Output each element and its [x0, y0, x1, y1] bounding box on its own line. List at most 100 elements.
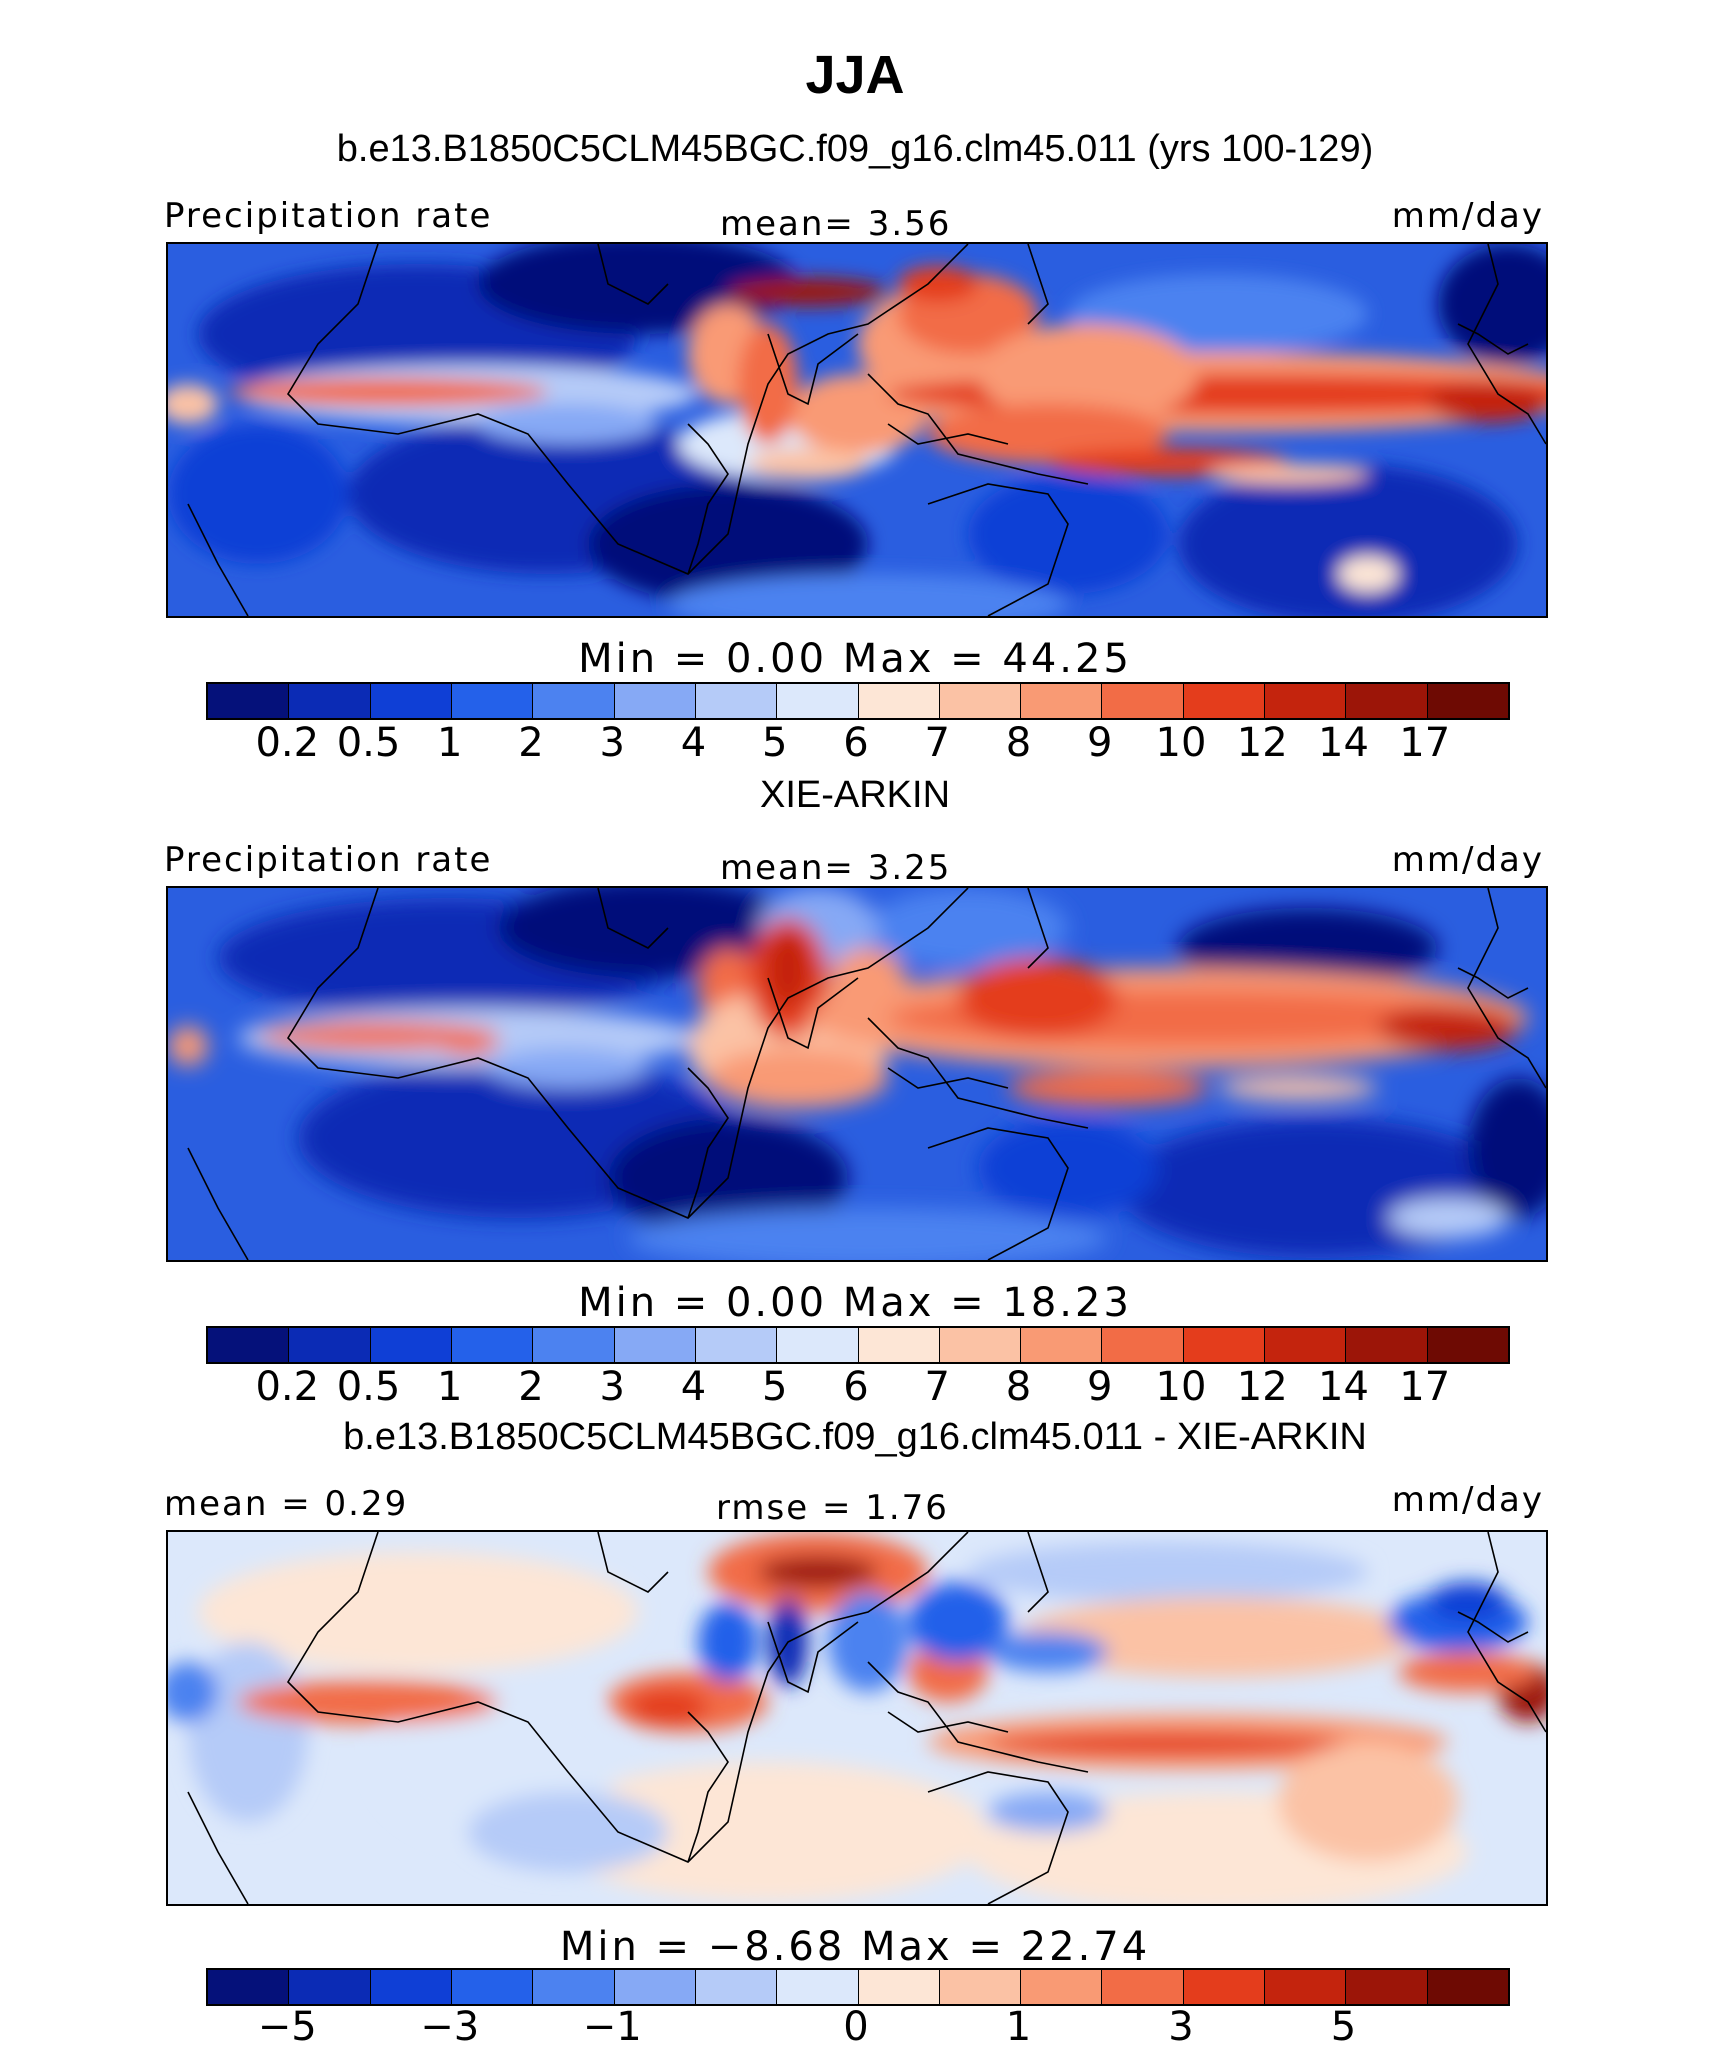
colorbar-cell: [858, 1970, 940, 2004]
colorbar-cell: [939, 1970, 1022, 2004]
panel1-colorbar: [206, 682, 1510, 720]
colorbar-tick-label: 4: [680, 720, 707, 766]
colorbar-cell: [1427, 1328, 1508, 1362]
colorbar-tick-label: 0: [843, 2004, 869, 2050]
colorbar-tick-label: 5: [762, 1364, 788, 1410]
colorbar-cell: [777, 1328, 859, 1362]
colorbar-tick-label: 3: [599, 720, 625, 766]
colorbar-cell: [533, 1328, 615, 1362]
colorbar-tick-label: 1: [437, 1364, 463, 1410]
colorbar-tick-label: 12: [1236, 720, 1288, 766]
colorbar-tick-label: 0.2: [255, 1364, 320, 1410]
colorbar-tick-label: 7: [924, 1364, 950, 1410]
colorbar-tick-label: 5: [1330, 2004, 1357, 2050]
panel3-contour-map: [168, 1532, 1546, 1904]
colorbar-cell: [208, 1328, 290, 1362]
colorbar-cell: [1183, 1970, 1266, 2004]
colorbar-tick-label: 10: [1155, 1364, 1207, 1410]
colorbar-cell: [1021, 684, 1103, 718]
colorbar-cell: [533, 684, 615, 718]
colorbar-tick-label: 14: [1318, 1364, 1369, 1410]
colorbar-cell: [695, 1328, 778, 1362]
panel3-rmse-label: rmse = 1.76: [716, 1488, 949, 1528]
panel2-minmax: Min = 0.00 Max = 18.23: [578, 1280, 1132, 1326]
colorbar-cell: [289, 684, 371, 718]
colorbar-tick-label: −3: [420, 2004, 480, 2050]
colorbar-cell: [858, 684, 940, 718]
colorbar-cell: [1021, 1970, 1103, 2004]
colorbar-cell: [1427, 684, 1508, 718]
colorbar-cell: [451, 1328, 534, 1362]
colorbar-cell: [777, 1970, 859, 2004]
colorbar-cell: [1346, 1970, 1428, 2004]
colorbar-cell: [208, 684, 290, 718]
colorbar-cell: [1265, 1970, 1347, 2004]
colorbar-tick-label: 9: [1087, 720, 1113, 766]
colorbar-tick-label: 14: [1318, 720, 1369, 766]
colorbar-cell: [1102, 684, 1184, 718]
panel1-contour-map: [168, 244, 1546, 616]
colorbar-cell: [1183, 684, 1266, 718]
colorbar-cell: [1427, 1970, 1508, 2004]
colorbar-tick-label: 5: [762, 720, 788, 766]
colorbar-cell: [695, 1970, 778, 2004]
panel1-map: [166, 242, 1548, 618]
colorbar-tick-label: 6: [843, 720, 869, 766]
panel2-colorbar: [206, 1326, 1510, 1364]
colorbar-tick-label: 17: [1399, 720, 1451, 766]
colorbar-tick-label: 9: [1087, 1364, 1113, 1410]
colorbar-tick-label: 8: [1005, 720, 1032, 766]
panel3-units-label: mm/day: [1391, 1480, 1544, 1520]
colorbar-tick-label: 4: [680, 1364, 707, 1410]
panel2-title: XIE-ARKIN: [759, 774, 951, 816]
colorbar-tick-label: −5: [257, 2004, 317, 2050]
colorbar-cell: [370, 684, 452, 718]
colorbar-cell: [451, 1970, 534, 2004]
colorbar-tick-label: 17: [1399, 1364, 1451, 1410]
colorbar-cell: [370, 1328, 452, 1362]
panel2-units-label: mm/day: [1391, 840, 1544, 880]
colorbar-tick-label: 0.5: [336, 720, 401, 766]
colorbar-cell: [939, 684, 1022, 718]
colorbar-tick-label: 0.2: [255, 720, 320, 766]
panel3-minmax: Min = −8.68 Max = 22.74: [559, 1924, 1151, 1970]
colorbar-cell: [533, 1970, 615, 2004]
panel2-map: [166, 886, 1548, 1262]
figure-title: JJA: [805, 45, 905, 105]
colorbar-cell: [1346, 1328, 1428, 1362]
colorbar-tick-label: −1: [582, 2004, 642, 2050]
colorbar-tick-label: 8: [1005, 1364, 1032, 1410]
panel1-minmax: Min = 0.00 Max = 44.25: [578, 636, 1132, 682]
colorbar-cell: [858, 1328, 940, 1362]
panel1-mean-label: mean= 3.56: [720, 204, 952, 244]
colorbar-tick-label: 3: [1168, 2004, 1194, 2050]
panel2-variable-label: Precipitation rate: [164, 840, 493, 880]
panel3-map: [166, 1530, 1548, 1906]
colorbar-cell: [451, 684, 534, 718]
colorbar-cell: [1265, 684, 1347, 718]
colorbar-tick-label: 1: [1005, 2004, 1032, 2050]
colorbar-cell: [614, 684, 696, 718]
panel1-variable-label: Precipitation rate: [164, 196, 493, 236]
colorbar-tick-label: 6: [843, 1364, 869, 1410]
colorbar-cell: [1265, 1328, 1347, 1362]
panel3-colorbar: [206, 1968, 1510, 2006]
colorbar-tick-label: 1: [437, 720, 463, 766]
colorbar-tick-label: 0.5: [336, 1364, 401, 1410]
panel2-mean-label: mean= 3.25: [720, 848, 952, 888]
panel2-contour-map: [168, 888, 1546, 1260]
colorbar-tick-label: 10: [1155, 720, 1207, 766]
colorbar-tick-label: 2: [518, 720, 544, 766]
colorbar-tick-label: 12: [1236, 1364, 1288, 1410]
colorbar-cell: [289, 1970, 371, 2004]
colorbar-cell: [777, 684, 859, 718]
colorbar-tick-label: 7: [924, 720, 950, 766]
model-subtitle: b.e13.B1850C5CLM45BGC.f09_g16.clm45.011 …: [336, 128, 1374, 170]
colorbar-cell: [370, 1970, 452, 2004]
colorbar-cell: [208, 1970, 290, 2004]
colorbar-cell: [1346, 684, 1428, 718]
colorbar-tick-label: 2: [518, 1364, 544, 1410]
colorbar-cell: [1021, 1328, 1103, 1362]
panel3-title: b.e13.B1850C5CLM45BGC.f09_g16.clm45.011 …: [343, 1416, 1367, 1458]
colorbar-cell: [695, 684, 778, 718]
